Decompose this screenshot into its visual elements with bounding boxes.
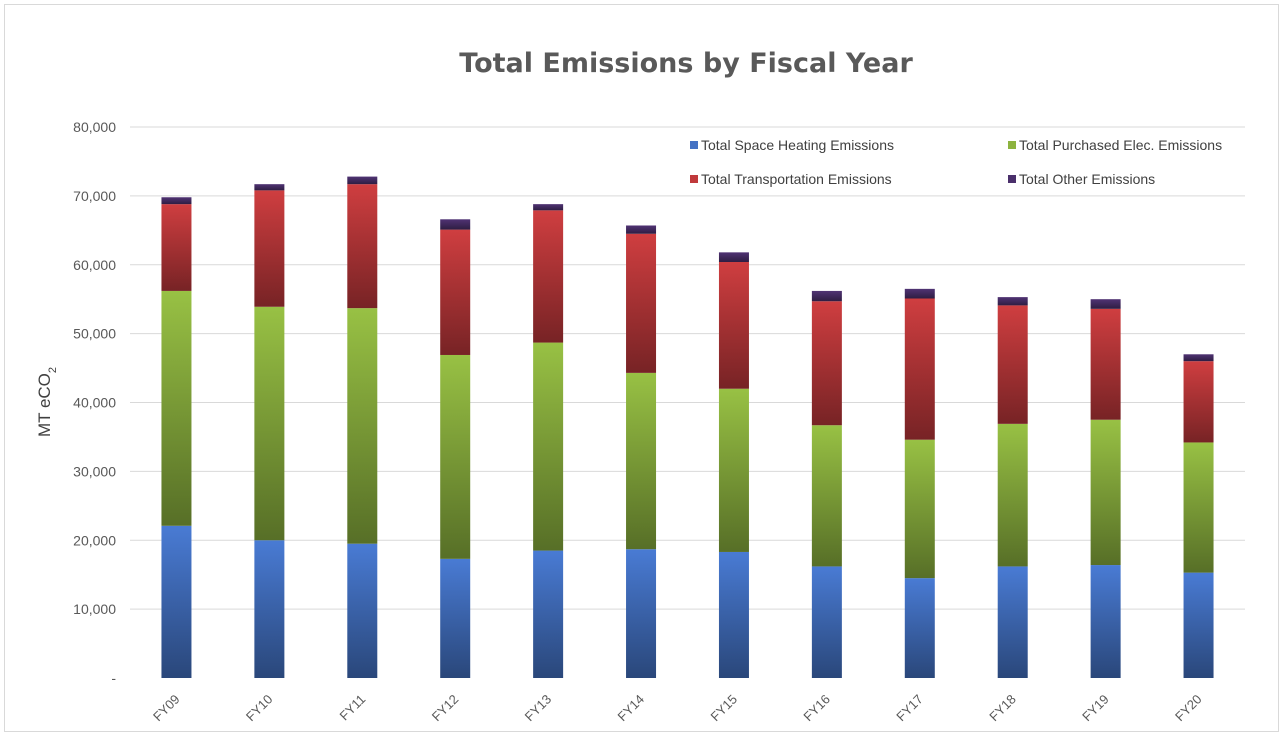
y-tick-label: 10,000: [73, 601, 116, 617]
bar-fy16-series-1: [811, 425, 842, 567]
bar-fy16-series-2: [811, 301, 842, 426]
x-tick-label: FY09: [150, 692, 183, 725]
bar-fy12-series-2: [440, 229, 471, 355]
bar-fy15-series-1: [718, 388, 749, 552]
y-tick-label: 40,000: [73, 395, 116, 411]
bar-fy16-series-3: [811, 290, 842, 302]
bar-fy20-series-1: [1183, 442, 1214, 573]
bar-fy10-series-3: [254, 184, 285, 191]
bar-fy14-series-2: [626, 233, 657, 373]
legend-label: Total Purchased Elec. Emissions: [1019, 137, 1222, 153]
bar-fy11-series-1: [347, 308, 378, 544]
bar-fy11-series-2: [347, 184, 378, 309]
legend-label: Total Other Emissions: [1019, 171, 1155, 187]
x-tick-label: FY14: [615, 692, 648, 725]
bar-fy20-series-2: [1183, 361, 1214, 443]
bar-fy10-series-0: [254, 540, 285, 678]
bar-fy14-series-0: [626, 549, 657, 678]
legend-swatch: [690, 141, 698, 149]
bar-fy12-series-0: [440, 558, 471, 678]
bar-fy14-series-3: [626, 225, 657, 234]
bars: [161, 176, 1214, 678]
y-axis-ticks: - 10,000 20,000 30,000 40,000 50,000 60,000 70,…: [73, 119, 116, 686]
bar-fy18-series-1: [997, 423, 1028, 567]
x-tick-label: FY10: [243, 692, 276, 725]
bar-fy16-series-0: [811, 566, 842, 678]
gridlines: [130, 126, 1245, 610]
x-tick-label: FY20: [1172, 692, 1205, 725]
bar-fy09-series-1: [161, 290, 192, 526]
bar-fy17-series-3: [904, 288, 935, 299]
bar-fy10-series-2: [254, 190, 285, 307]
bar-fy09-series-0: [161, 525, 192, 678]
bar-fy11-series-3: [347, 176, 378, 185]
y-tick-label: 30,000: [73, 463, 116, 479]
bar-fy12-series-1: [440, 354, 471, 559]
bar-fy09-series-3: [161, 197, 192, 205]
bar-fy19-series-3: [1090, 299, 1121, 309]
bar-fy18-series-2: [997, 305, 1028, 424]
bar-fy19-series-1: [1090, 419, 1121, 566]
chart-title: Total Emissions by Fiscal Year: [459, 48, 913, 79]
x-tick-label: FY18: [986, 692, 1019, 725]
bar-fy14-series-1: [626, 372, 657, 550]
x-tick-label: FY11: [337, 692, 369, 724]
bar-fy17-series-2: [904, 298, 935, 440]
bar-fy19-series-0: [1090, 565, 1121, 678]
x-tick-label: FY17: [893, 692, 926, 725]
legend-swatch: [690, 175, 698, 183]
bar-fy15-series-3: [718, 252, 749, 262]
bar-fy19-series-2: [1090, 308, 1121, 420]
y-tick-label: -: [111, 670, 116, 686]
bar-fy13-series-3: [533, 204, 564, 211]
bar-fy15-series-0: [718, 551, 749, 678]
y-axis-label-subscript: 2: [47, 367, 59, 373]
x-axis-ticks: FY09 FY10 FY11 FY12 FY13 FY14 FY15 FY16 FY17 FY18…: [150, 692, 1205, 725]
y-tick-label: 80,000: [73, 119, 116, 135]
x-tick-label: FY15: [707, 692, 740, 725]
bar-fy13-series-2: [533, 210, 564, 343]
y-tick-label: 70,000: [73, 188, 116, 204]
bar-fy18-series-3: [997, 297, 1028, 306]
legend-swatch: [1008, 175, 1016, 183]
x-tick-label: FY13: [522, 692, 555, 725]
bar-fy15-series-2: [718, 261, 749, 389]
x-tick-label: FY16: [800, 692, 833, 725]
bar-fy13-series-1: [533, 342, 564, 551]
y-axis-label: MT eCO2: [35, 367, 59, 437]
bar-fy20-series-3: [1183, 354, 1214, 362]
x-tick-label: FY19: [1079, 692, 1112, 725]
bar-fy09-series-2: [161, 204, 192, 291]
bar-fy18-series-0: [997, 566, 1028, 678]
legend-label: Total Transportation Emissions: [701, 171, 892, 187]
y-tick-label: 60,000: [73, 257, 116, 273]
legend: Total Space Heating Emissions Total Purch…: [690, 137, 1222, 187]
bar-fy13-series-0: [533, 550, 564, 678]
legend-swatch: [1008, 141, 1016, 149]
legend-label: Total Space Heating Emissions: [701, 137, 894, 153]
bar-fy10-series-1: [254, 306, 285, 541]
bar-fy11-series-0: [347, 543, 378, 678]
x-tick-label: FY12: [429, 692, 462, 725]
bar-fy12-series-3: [440, 219, 471, 230]
bar-fy17-series-1: [904, 439, 935, 579]
y-tick-label: 50,000: [73, 326, 116, 342]
bar-fy20-series-0: [1183, 572, 1214, 678]
y-tick-label: 20,000: [73, 532, 116, 548]
bar-fy17-series-0: [904, 578, 935, 678]
y-axis-label-text: MT eCO: [35, 373, 54, 437]
